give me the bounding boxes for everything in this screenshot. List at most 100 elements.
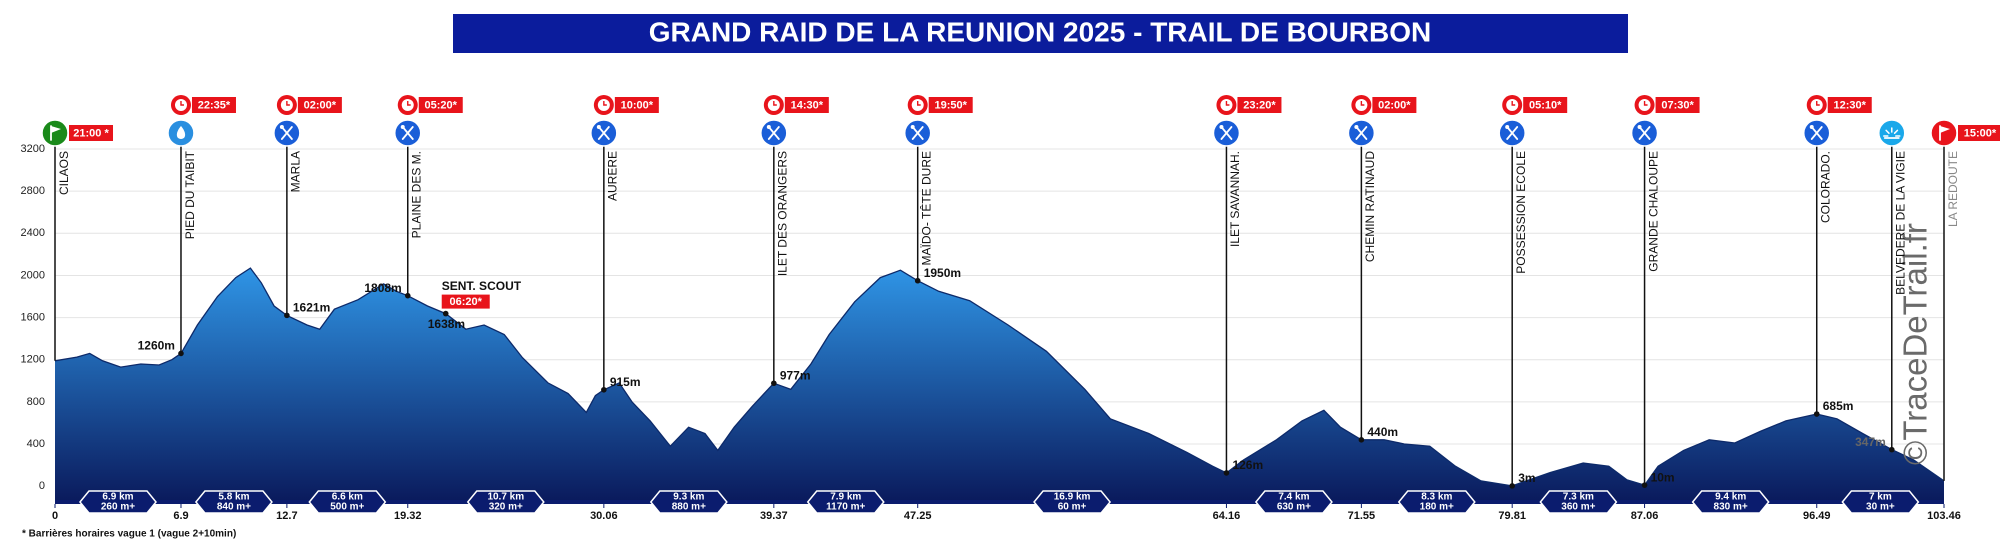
clock-hands (286, 101, 290, 106)
x-tick-label: 47.25 (904, 510, 932, 522)
icon-glyph (1638, 126, 1651, 140)
checkpoint-name: AURERE (606, 151, 620, 201)
clock-hands (407, 101, 411, 106)
icon-glyph (596, 125, 601, 129)
checkpoint-pin (1641, 482, 1648, 488)
icon-glyph (1220, 126, 1233, 140)
icon-glyph (1355, 126, 1368, 140)
segment-distance: 6.9 km (102, 492, 133, 503)
icon-glyph (1354, 125, 1359, 129)
time-label: 15:00* (1964, 127, 1997, 139)
time-badge (1372, 97, 1417, 113)
y-tick-label: 1200 (21, 354, 45, 366)
checkpoint-name: CHEMIN RATINAUD (1363, 151, 1377, 262)
x-tick-label: 71.55 (1348, 510, 1376, 522)
elevation-label: 440m (1367, 425, 1398, 439)
icon-glyph (767, 126, 780, 140)
icon-glyph (1810, 126, 1823, 140)
segment-badge (1691, 490, 1770, 514)
checkpoint-name: CILAOS (57, 151, 71, 195)
checkpoint-name: SENT. SCOUT (442, 279, 522, 293)
time-badge (191, 97, 236, 113)
icon-glyph (766, 125, 771, 129)
segment-distance: 5.8 km (218, 492, 249, 503)
time-label: 05:20* (425, 99, 458, 111)
segment-gain: 840 m+ (217, 502, 251, 513)
checkpoint-name: GRANDE CHALOUPE (1646, 151, 1660, 272)
icon-glyph (280, 126, 293, 140)
y-tick-label: 2000 (21, 269, 45, 281)
segment-distance: 7.4 km (1278, 492, 1309, 503)
x-tick-label: 96.49 (1803, 510, 1831, 522)
elevation-label: 1621m (293, 301, 330, 315)
icon-glyph (911, 126, 924, 140)
checkpoint-name: MAÏDO- TÊTE DURE (918, 151, 933, 265)
icon-glyph (1219, 125, 1224, 129)
segment-gain: 180 m+ (1420, 502, 1454, 513)
checkpoint-pin (442, 310, 449, 317)
clock-hands (917, 101, 921, 106)
y-tick-label: 400 (27, 438, 45, 450)
segment-badge (1033, 490, 1112, 514)
icon-glyph (597, 126, 610, 140)
time-label: 23:20* (1243, 99, 1276, 111)
segment-distance: 9.3 km (673, 492, 704, 503)
y-tick-label: 800 (27, 396, 45, 408)
checkpoint-name: LA REDOUTE (1946, 151, 1960, 227)
clock-hands (1816, 101, 1820, 106)
time-badge (441, 294, 490, 309)
checkpoint-pin (1509, 483, 1515, 489)
icon-glyph (1506, 126, 1519, 140)
segment-gain: 60 m+ (1058, 502, 1087, 513)
time-badge (297, 97, 342, 113)
checkpoint-pin (601, 386, 607, 393)
checkpoint-pin (284, 312, 290, 319)
clock-hands (1511, 101, 1516, 106)
segment-distance: 7.3 km (1563, 492, 1594, 503)
segment-gain: 880 m+ (672, 502, 706, 513)
x-tick-label: 64.16 (1213, 510, 1241, 522)
segment-gain: 630 m+ (1277, 502, 1311, 513)
elevation-label: 1260m (138, 339, 175, 353)
clock-hands (180, 101, 184, 106)
checkpoint-name: POSSESSION ECOLE (1514, 151, 1528, 274)
checkpoint-name: ILET DES ORANGERS (776, 151, 790, 276)
time-label: 02:00* (1378, 99, 1411, 111)
y-tick-label: 0 (39, 480, 45, 492)
x-tick-label: 6.9 (173, 510, 188, 522)
time-label: 02:00* (304, 99, 337, 111)
checkpoint-name: PIED DU TAIBIT (183, 150, 197, 239)
watermark: ©TraceDeTrail.fr (1897, 223, 1934, 465)
time-badge (1958, 125, 2000, 141)
x-tick-label: 39.37 (760, 510, 788, 522)
segment-badge (1254, 490, 1333, 514)
segment-gain: 360 m+ (1561, 502, 1595, 513)
segment-distance: 16.9 km (1054, 492, 1091, 503)
time-badge (928, 97, 973, 113)
checkpoint-name: BELVEDERE DE LA VIGIE (1894, 151, 1908, 295)
y-tick-label: 3200 (21, 143, 45, 155)
x-tick-label: 19.32 (394, 510, 422, 522)
clock-hands (1360, 101, 1365, 106)
segment-badge (806, 490, 885, 514)
clock-hands (1643, 101, 1648, 106)
icon-glyph (1637, 125, 1642, 129)
clock-hands (1225, 101, 1230, 106)
icon-glyph (910, 125, 915, 129)
checkpoint-pin (1358, 437, 1365, 443)
icon-glyph (1940, 126, 1950, 133)
time-badge (784, 97, 829, 113)
x-tick-label: 0 (52, 510, 58, 522)
segment-gain: 260 m+ (101, 502, 135, 513)
segment-distance: 8.3 km (1421, 492, 1452, 503)
segment-gain: 320 m+ (489, 502, 523, 513)
time-label: 05:10* (1529, 99, 1562, 111)
checkpoint-pin (178, 350, 184, 357)
elevation-label: 3m (1518, 471, 1535, 485)
elevation-label: 1950m (924, 266, 961, 280)
checkpoint-pin (404, 292, 411, 299)
checkpoint-name: MARLA (289, 151, 303, 192)
elevation-label: 347m (1855, 435, 1886, 449)
segment-badge (1397, 490, 1476, 514)
